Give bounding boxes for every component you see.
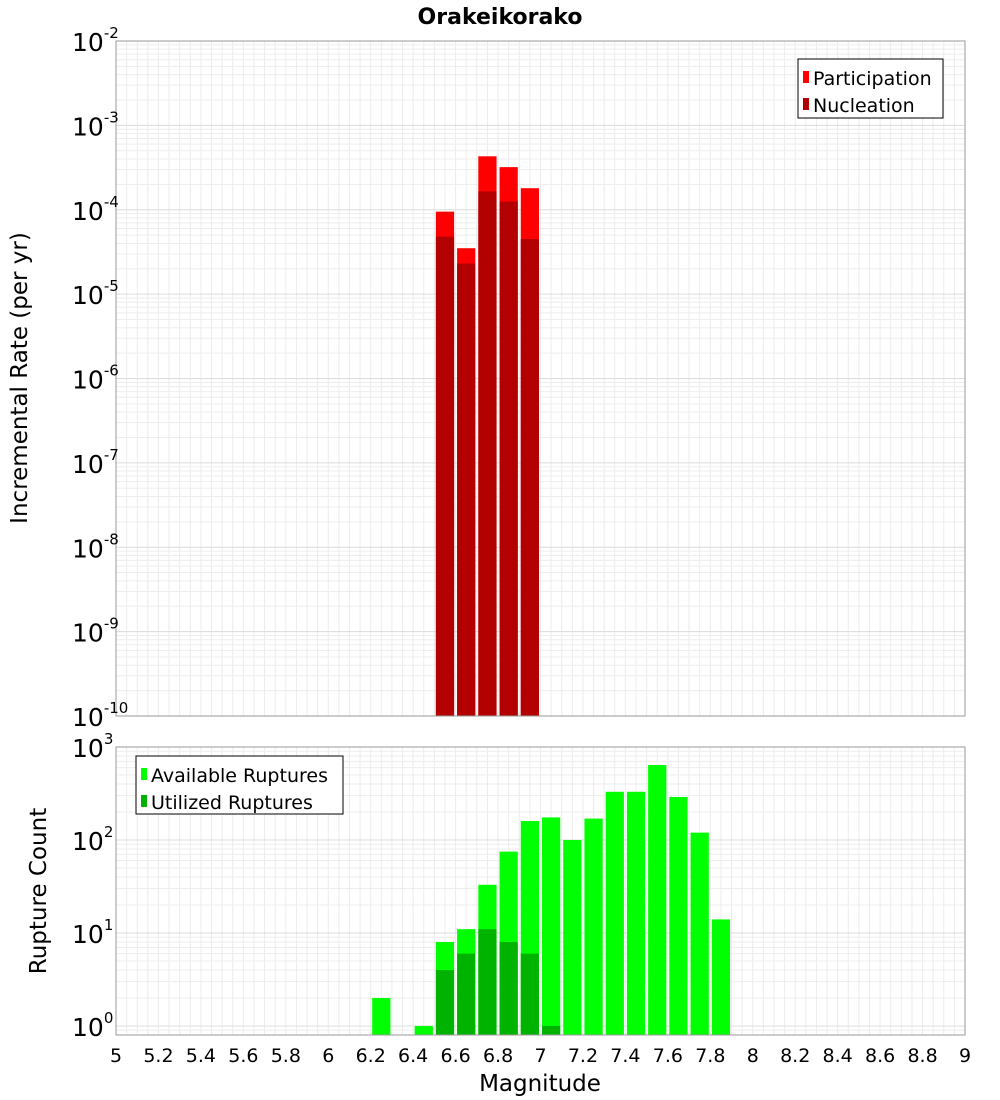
legend-box bbox=[135, 755, 344, 815]
chart-title: Orakeikorako bbox=[418, 5, 583, 30]
bottom-y-axis-label: Rupture Count bbox=[26, 808, 52, 974]
top-y-tick-labels: 10-2 10-3 10-4 10-5 10-6 10-7 10-8 10-9 10-10 bbox=[72, 24, 128, 732]
bar-available-ruptures bbox=[690, 832, 709, 1035]
y-tick-label: 10-2 bbox=[72, 24, 119, 57]
legend-swatch bbox=[141, 768, 147, 780]
top-plot-panel: 10-2 10-3 10-4 10-5 10-6 10-7 10-8 10-9 10-10 In… bbox=[7, 24, 966, 732]
y-tick-label: 10-3 bbox=[72, 108, 119, 141]
top-legend: Participation Nucleation bbox=[797, 58, 944, 119]
bottom-bars bbox=[372, 765, 731, 1035]
x-tick-label: 5.6 bbox=[228, 1045, 258, 1067]
bar-available-ruptures bbox=[542, 817, 561, 1035]
bar-available-ruptures bbox=[669, 796, 688, 1035]
y-tick-label: 102 bbox=[72, 823, 113, 856]
bar-utilized-ruptures bbox=[542, 1025, 561, 1035]
bottom-y-tick-labels: 103 102 101 100 bbox=[72, 730, 113, 1042]
x-tick-label: 8.8 bbox=[907, 1045, 937, 1067]
bar-available-ruptures bbox=[711, 919, 731, 1035]
top-gridlines bbox=[115, 40, 966, 717]
legend-label: Nucleation bbox=[813, 95, 915, 117]
x-tick-labels: 5 5.2 5.4 5.6 5.8 6 6.2 6.4 6.6 6.8 7 7.2 7.4 7.6 7.8 8… bbox=[110, 1045, 971, 1067]
x-tick-label: 5.4 bbox=[186, 1045, 216, 1067]
y-tick-label: 10-10 bbox=[72, 699, 128, 732]
bar-available-ruptures bbox=[584, 818, 603, 1035]
top-plot-border bbox=[115, 40, 966, 717]
x-tick-label: 7.2 bbox=[568, 1045, 598, 1067]
y-tick-label: 101 bbox=[72, 916, 113, 949]
bar-available-ruptures bbox=[605, 791, 624, 1035]
x-tick-label: 7 bbox=[534, 1045, 546, 1067]
x-tick-label: 6.4 bbox=[398, 1045, 428, 1067]
bar-nucleation bbox=[478, 191, 497, 717]
x-tick-label: 5.2 bbox=[143, 1045, 173, 1067]
bar-utilized-ruptures bbox=[457, 953, 476, 1035]
y-tick-label: 10-7 bbox=[72, 446, 119, 479]
bottom-plot-panel: 103 102 101 100 5 5.2 5.4 5.6 5.8 6 6.2 6.4 6.6 6.8 7… bbox=[26, 730, 971, 1097]
bar-nucleation bbox=[520, 239, 539, 716]
x-tick-label: 8.6 bbox=[865, 1045, 895, 1067]
bar-nucleation bbox=[457, 263, 476, 716]
bar-utilized-ruptures bbox=[435, 969, 455, 1035]
legend-swatch bbox=[141, 795, 147, 807]
bottom-plot-border bbox=[115, 746, 966, 1036]
bottom-legend: Available Ruptures Utilized Ruptures bbox=[135, 755, 344, 815]
y-tick-label: 10-5 bbox=[72, 277, 119, 310]
x-tick-label: 7.8 bbox=[695, 1045, 725, 1067]
legend-box bbox=[797, 58, 944, 119]
y-tick-label: 10-8 bbox=[72, 530, 119, 563]
legend-swatch bbox=[803, 98, 809, 110]
x-tick-label: 7.4 bbox=[610, 1045, 640, 1067]
legend-label: Available Ruptures bbox=[151, 765, 328, 787]
x-tick-label: 7.6 bbox=[653, 1045, 683, 1067]
x-tick-label: 6.2 bbox=[356, 1045, 386, 1067]
x-tick-label: 6.6 bbox=[440, 1045, 470, 1067]
y-tick-label: 10-4 bbox=[72, 193, 119, 226]
legend-swatch bbox=[803, 71, 809, 83]
bar-available-ruptures bbox=[414, 1025, 433, 1035]
bar-utilized-ruptures bbox=[520, 953, 539, 1035]
top-y-axis-label: Incremental Rate (per yr) bbox=[7, 232, 33, 524]
x-tick-label: 8.4 bbox=[823, 1045, 853, 1067]
x-tick-label: 8.2 bbox=[780, 1045, 810, 1067]
x-tick-label: 6.8 bbox=[483, 1045, 513, 1067]
x-tick-label: 8 bbox=[747, 1045, 759, 1067]
legend-label: Participation bbox=[813, 68, 932, 90]
bar-utilized-ruptures bbox=[499, 942, 518, 1035]
y-tick-label: 10-6 bbox=[72, 362, 119, 395]
top-bars bbox=[435, 156, 539, 717]
x-axis-label: Magnitude bbox=[479, 1071, 601, 1097]
bar-available-ruptures bbox=[626, 791, 646, 1035]
bar-nucleation bbox=[499, 201, 518, 716]
legend-label: Utilized Ruptures bbox=[151, 792, 313, 814]
bar-available-ruptures bbox=[648, 765, 667, 1035]
x-tick-label: 5.8 bbox=[271, 1045, 301, 1067]
bar-available-ruptures bbox=[563, 839, 582, 1035]
x-tick-label: 5 bbox=[110, 1045, 122, 1067]
x-tick-label: 9 bbox=[959, 1045, 971, 1067]
y-tick-label: 103 bbox=[72, 730, 113, 763]
bar-nucleation bbox=[435, 236, 455, 716]
bar-available-ruptures bbox=[372, 997, 391, 1035]
y-tick-label: 10-9 bbox=[72, 615, 119, 648]
bar-utilized-ruptures bbox=[478, 929, 497, 1035]
y-tick-label: 100 bbox=[72, 1009, 113, 1042]
x-tick-label: 6 bbox=[322, 1045, 334, 1067]
